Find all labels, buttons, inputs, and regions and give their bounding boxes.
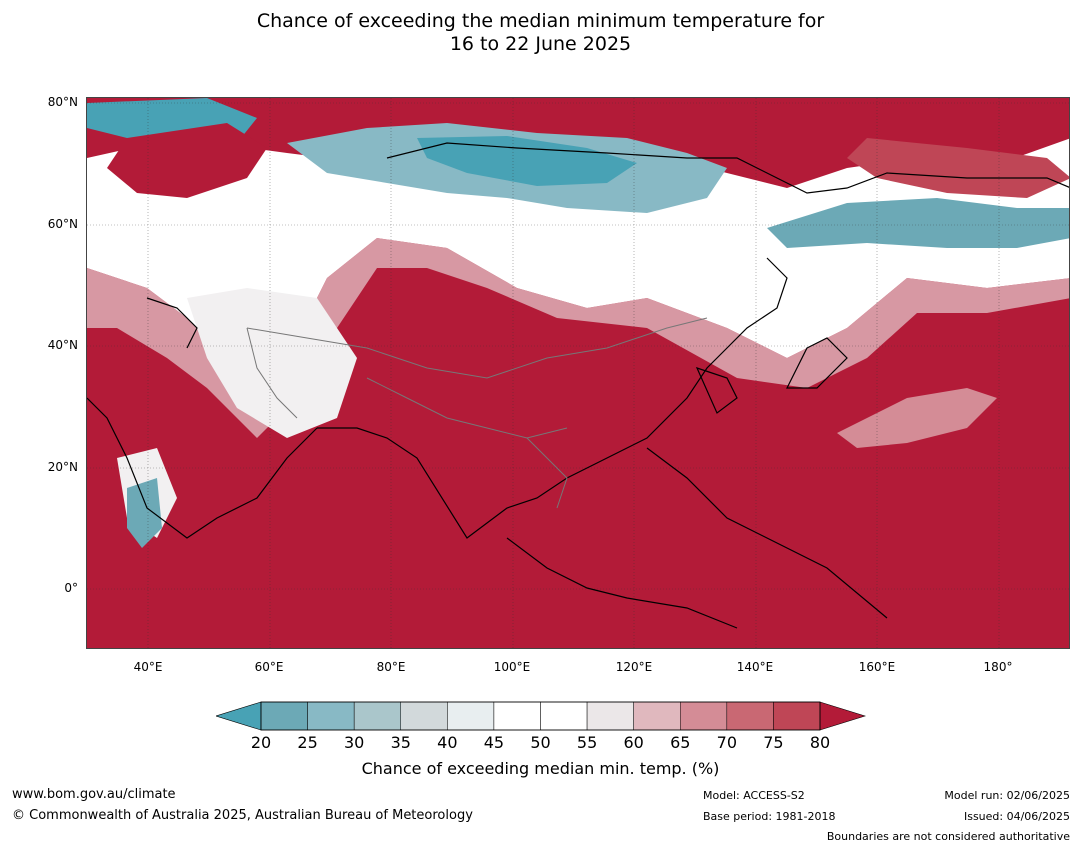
coastlines bbox=[87, 142, 1069, 629]
lon-label-40e: 40°E bbox=[133, 660, 163, 674]
colorbar-tick-label: 80 bbox=[809, 733, 831, 752]
colorbar-segment bbox=[353, 701, 402, 731]
colorbar-segment bbox=[726, 701, 774, 731]
colorbar-tick-label: 20 bbox=[250, 733, 272, 752]
colorbar-segment bbox=[680, 701, 728, 731]
footer-issued: Issued: 04/06/2025 bbox=[963, 810, 1070, 823]
colorbar-tick-label: 60 bbox=[623, 733, 644, 752]
lat-label-equator: 0° bbox=[64, 581, 78, 595]
title-line-2: 16 to 22 June 2025 bbox=[449, 33, 632, 55]
colorbar-tick-label: 70 bbox=[716, 733, 738, 752]
lon-label-160e: 160°E bbox=[858, 660, 896, 674]
colorbar bbox=[216, 701, 866, 731]
lon-label-80e: 80°E bbox=[376, 660, 406, 674]
colorbar-tick-label: 55 bbox=[576, 733, 598, 752]
footer-copyright: © Commonwealth of Australia 2025, Austra… bbox=[12, 808, 473, 823]
colorbar-tick-label: 45 bbox=[483, 733, 505, 752]
lon-label-180: 180° bbox=[983, 660, 1013, 674]
colorbar-segment bbox=[633, 701, 681, 731]
lat-label-80n: 80°N bbox=[47, 95, 78, 109]
lon-label-140e: 140°E bbox=[736, 660, 774, 674]
footer-disclaimer: Boundaries are not considered authoritat… bbox=[826, 830, 1070, 843]
lat-label-20n: 20°N bbox=[47, 460, 78, 474]
warm-region-kamchatka bbox=[847, 138, 1069, 198]
colorbar-outline bbox=[260, 701, 821, 731]
neutral-region-north bbox=[87, 138, 1069, 398]
lon-label-120e: 120°E bbox=[615, 660, 653, 674]
colorbar-tick-label: 35 bbox=[390, 733, 411, 752]
footer-url: www.bom.gov.au/climate bbox=[12, 787, 176, 802]
cool-region-arabia bbox=[127, 478, 162, 548]
footer-model: Model: ACCESS-S2 bbox=[703, 789, 805, 802]
colorbar-tick-label: 25 bbox=[297, 733, 318, 752]
colorbar-tick-label: 30 bbox=[343, 733, 365, 752]
country-borders bbox=[246, 317, 708, 509]
colorbar-segment bbox=[773, 701, 821, 731]
footer-model-run: Model run: 02/06/2025 bbox=[944, 789, 1070, 802]
lat-label-40n: 40°N bbox=[47, 338, 78, 352]
lon-label-100e: 100°E bbox=[493, 660, 531, 674]
colorbar-low-extension bbox=[216, 701, 262, 731]
colorbar-tick-label: 65 bbox=[670, 733, 691, 752]
colorbar-segment bbox=[400, 701, 448, 731]
colorbar-segment bbox=[447, 701, 495, 731]
lon-label-60e: 60°E bbox=[254, 660, 284, 674]
colorbar-tick-label: 75 bbox=[763, 733, 784, 752]
title-line-1: Chance of exceeding the median minimum t… bbox=[256, 10, 825, 32]
colorbar-segment bbox=[307, 701, 355, 731]
colorbar-segment bbox=[540, 701, 588, 731]
colorbar-high-extension bbox=[819, 701, 866, 731]
neutral-region-central-asia bbox=[187, 288, 357, 438]
colorbar-tick-label: 50 bbox=[530, 733, 551, 752]
lat-label-60n: 60°N bbox=[47, 217, 78, 231]
graticule bbox=[87, 98, 1069, 648]
light-pink-band bbox=[87, 238, 1069, 438]
colorbar-tick-label: 40 bbox=[437, 733, 458, 752]
light-region-pacific bbox=[837, 388, 997, 448]
map-canvas bbox=[87, 98, 1069, 648]
colorbar-segment bbox=[586, 701, 634, 731]
warm-region-scandinavia bbox=[107, 123, 267, 198]
cool-region-north-pacific bbox=[767, 198, 1069, 248]
cool-region-siberia-core bbox=[417, 136, 637, 186]
map-title: Chance of exceeding the median minimum t… bbox=[0, 10, 1081, 56]
colorbar-segment bbox=[260, 701, 308, 731]
probability-map bbox=[86, 97, 1070, 649]
colorbar-segments bbox=[260, 701, 821, 731]
footer-base-period: Base period: 1981-2018 bbox=[703, 810, 836, 823]
colorbar-label: Chance of exceeding median min. temp. (%… bbox=[361, 759, 720, 778]
colorbar-segment bbox=[493, 701, 541, 731]
